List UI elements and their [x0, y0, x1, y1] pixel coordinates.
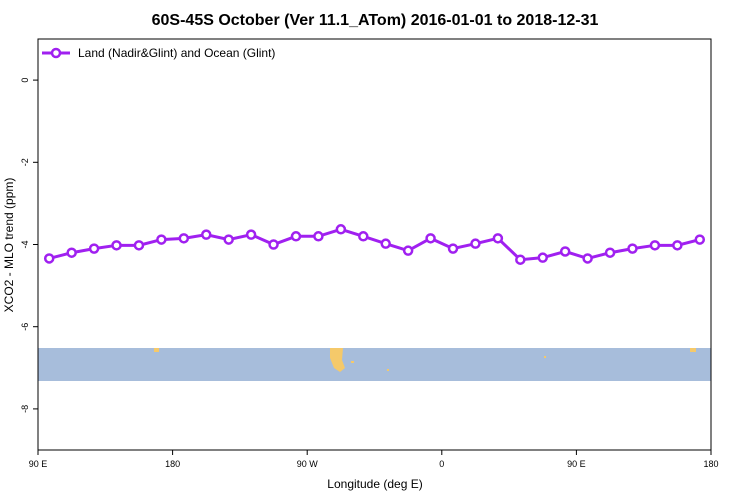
data-point: [111, 240, 122, 251]
data-point: [380, 238, 391, 249]
data-point: [559, 246, 571, 257]
x-tick-label: 90 E: [567, 459, 586, 469]
x-tick-label: 180: [703, 459, 718, 469]
map-land: [690, 348, 696, 352]
data-point: [694, 234, 706, 245]
data-point: [627, 243, 638, 254]
data-point: [290, 231, 302, 242]
data-point: [402, 245, 414, 256]
data-point: [515, 254, 526, 265]
data-point: [604, 247, 616, 258]
data-point: [223, 234, 234, 245]
map-land: [330, 348, 345, 372]
y-tick-label: -4: [20, 240, 30, 248]
y-tick-label: -6: [20, 323, 30, 331]
data-point: [133, 240, 145, 251]
map-land: [351, 361, 354, 363]
map-land: [544, 356, 546, 358]
x-tick-label: 0: [439, 459, 444, 469]
data-point: [447, 243, 459, 254]
data-point: [672, 240, 683, 251]
data-point: [178, 233, 190, 244]
data-point: [43, 253, 55, 264]
data-point: [88, 243, 100, 254]
data-point: [335, 224, 347, 235]
map-land: [387, 369, 389, 371]
y-tick-label: -8: [20, 405, 30, 413]
x-axis-label: Longitude (deg E): [327, 477, 422, 491]
map-ocean: [38, 348, 711, 381]
x-tick-label: 90 E: [29, 459, 48, 469]
legend-label: Land (Nadir&Glint) and Ocean (Glint): [78, 46, 275, 60]
data-point: [649, 240, 661, 251]
data-point: [470, 238, 481, 249]
y-tick-label: 0: [20, 78, 30, 83]
data-point: [201, 229, 212, 240]
series-line: [48, 227, 701, 262]
data-point: [537, 252, 548, 263]
data-point: [245, 229, 257, 240]
y-tick-label: -2: [20, 158, 30, 166]
data-point: [425, 233, 436, 244]
x-tick-label: 90 W: [297, 459, 319, 469]
data-point: [66, 247, 77, 258]
y-axis-label: XCO2 - MLO trend (ppm): [2, 178, 16, 313]
data-point: [358, 231, 369, 242]
legend-marker: [50, 47, 62, 59]
data-point: [268, 239, 279, 250]
x-tick-label: 180: [165, 459, 180, 469]
data-point: [156, 234, 167, 245]
map-strip: [38, 348, 711, 381]
data-point: [582, 253, 593, 264]
data-point: [492, 233, 504, 244]
chart-title: 60S-45S October (Ver 11.1_ATom) 2016-01-…: [152, 12, 599, 29]
map-land: [154, 348, 159, 352]
data-point: [313, 231, 324, 242]
